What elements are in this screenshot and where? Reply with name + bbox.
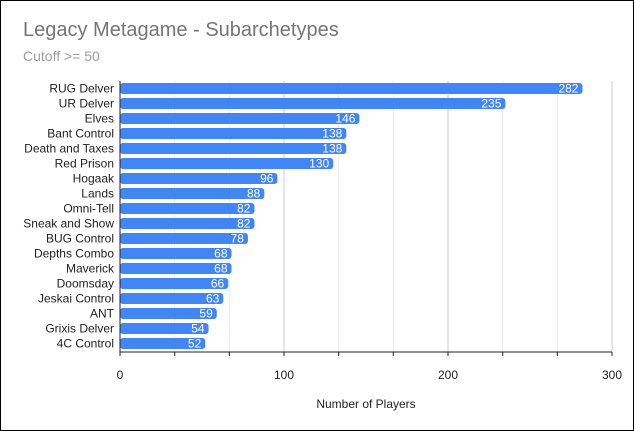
x-tick-label: 300 — [602, 368, 622, 382]
category-label: Jeskai Control — [38, 292, 114, 306]
bar — [120, 128, 347, 139]
bar-value-label: 59 — [199, 307, 213, 321]
bar — [120, 308, 217, 319]
bar — [120, 323, 209, 334]
bar-value-label: 68 — [214, 247, 228, 261]
chart-subtitle: Cutoff >= 50 — [23, 48, 100, 64]
category-label: Hogaak — [73, 172, 115, 186]
bar — [120, 248, 232, 259]
bar-value-label: 282 — [558, 82, 578, 96]
bar — [120, 173, 278, 184]
bar-value-label: 54 — [191, 322, 205, 336]
x-axis-title: Number of Players — [316, 397, 415, 411]
x-tick-label: 100 — [274, 368, 294, 382]
chart-title: Legacy Metagame - Subarchetypes — [23, 19, 339, 41]
category-label: RUG Delver — [49, 82, 114, 96]
category-label: Death and Taxes — [24, 142, 114, 156]
category-label: Red Prison — [55, 157, 114, 171]
category-label: BUG Control — [46, 232, 114, 246]
bar-value-label: 88 — [247, 187, 261, 201]
bar — [120, 218, 255, 229]
category-label: Omni-Tell — [63, 202, 114, 216]
category-label: Grixis Delver — [45, 322, 114, 336]
bar-value-label: 138 — [322, 142, 342, 156]
bar — [120, 83, 583, 94]
bar-value-label: 130 — [309, 157, 329, 171]
bar — [120, 158, 334, 169]
bar-value-label: 138 — [322, 127, 342, 141]
bar-value-label: 52 — [188, 337, 202, 351]
bar — [120, 98, 506, 109]
category-label: UR Delver — [59, 97, 114, 111]
bar-value-label: 235 — [481, 97, 501, 111]
category-label: Depths Combo — [34, 247, 114, 261]
bar-value-label: 96 — [260, 172, 274, 186]
bar — [120, 233, 248, 244]
category-label: Doomsday — [57, 277, 114, 291]
bar-value-label: 68 — [214, 262, 228, 276]
bar — [120, 203, 255, 214]
bar — [120, 263, 232, 274]
bar-value-label: 78 — [231, 232, 245, 246]
category-label: Bant Control — [47, 127, 114, 141]
x-tick-label: 0 — [117, 368, 124, 382]
category-label: Lands — [81, 187, 114, 201]
category-label: Sneak and Show — [23, 217, 114, 231]
bar-value-label: 63 — [206, 292, 220, 306]
category-label: Elves — [85, 112, 114, 126]
category-label: 4C Control — [57, 337, 114, 351]
bar-value-label: 82 — [237, 202, 251, 216]
bar — [120, 338, 206, 349]
category-label: Maverick — [66, 262, 115, 276]
category-label: ANT — [90, 307, 115, 321]
bar — [120, 143, 347, 154]
bar — [120, 188, 265, 199]
bar — [120, 278, 229, 289]
bar-value-label: 146 — [335, 112, 355, 126]
bar-value-label: 66 — [211, 277, 225, 291]
x-tick-label: 200 — [438, 368, 458, 382]
bar — [120, 293, 224, 304]
bar — [120, 113, 360, 124]
bar-value-label: 82 — [237, 217, 251, 231]
